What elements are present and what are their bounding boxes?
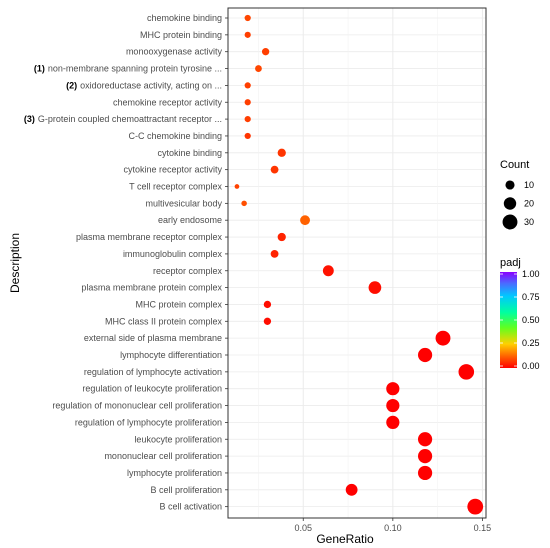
y-tick-label: mononuclear cell proliferation xyxy=(104,451,222,461)
y-axis-title: Description xyxy=(8,233,22,293)
data-point xyxy=(263,300,272,309)
y-tick-label: B cell proliferation xyxy=(150,485,222,495)
data-point xyxy=(270,249,279,258)
data-point xyxy=(244,31,251,38)
y-tick-label: MHC protein binding xyxy=(140,30,222,40)
data-point xyxy=(417,449,433,464)
data-point xyxy=(244,116,251,123)
data-point xyxy=(241,200,247,207)
y-tick-label: oxidoreductase activity, acting on ... xyxy=(80,80,222,90)
data-point xyxy=(300,215,310,226)
data-point xyxy=(322,265,334,277)
x-tick-label: 0.05 xyxy=(294,523,312,533)
data-point xyxy=(277,232,286,242)
y-tick-label: receptor complex xyxy=(153,266,223,276)
data-point xyxy=(435,330,451,346)
color-legend: padj 1.00 0.75 0.50 0.25 0.00 xyxy=(500,257,540,371)
data-point xyxy=(458,364,475,380)
color-legend-label: 0.50 xyxy=(522,315,540,325)
data-point xyxy=(386,415,400,429)
y-tick-label: non-membrane spanning protein tyrosine .… xyxy=(48,64,222,74)
data-point xyxy=(386,382,400,396)
data-point xyxy=(277,148,286,157)
data-point xyxy=(261,48,270,56)
y-tick-label: regulation of lymphocyte activation xyxy=(84,367,222,377)
y-tick-label: lymphocyte proliferation xyxy=(127,468,222,478)
y-tick-label: regulation of mononuclear cell prolifera… xyxy=(52,401,222,411)
data-point xyxy=(417,347,433,363)
y-tick-label: C-C chemokine binding xyxy=(128,131,222,141)
size-legend: Count 10 20 30 xyxy=(500,159,534,230)
y-tick-label: early endosome xyxy=(158,215,222,225)
y-tick-label: MHC protein complex xyxy=(135,299,222,309)
data-point xyxy=(345,483,358,496)
y-label-prefix: (3) xyxy=(24,114,35,124)
y-tick-label: cytokine binding xyxy=(157,148,222,158)
size-legend-dot xyxy=(503,197,517,210)
y-label-prefix: (1) xyxy=(34,64,45,74)
y-tick-label: external side of plasma membrane xyxy=(84,333,222,343)
data-point xyxy=(467,498,484,515)
y-tick-label: monooxygenase activity xyxy=(126,47,223,57)
data-point xyxy=(417,432,433,447)
y-tick-label: plasma membrane receptor complex xyxy=(76,232,223,242)
size-legend-label: 20 xyxy=(524,199,534,209)
y-tick-label: regulation of lymphocyte proliferation xyxy=(75,417,222,427)
color-legend-label: 0.00 xyxy=(522,361,540,371)
y-label-prefix: (2) xyxy=(66,80,77,90)
panel-border xyxy=(227,7,487,519)
data-point xyxy=(255,65,262,72)
x-tick-label: 0.15 xyxy=(474,523,492,533)
x-tick-labels: 0.05 0.10 0.15 xyxy=(294,518,491,533)
y-tick-label: B cell activation xyxy=(159,502,222,512)
size-legend-label: 30 xyxy=(524,217,534,227)
data-point xyxy=(417,465,433,481)
data-points xyxy=(234,14,484,515)
y-tick-label: T cell receptor complex xyxy=(129,182,222,192)
y-tick-label: plasma membrane protein complex xyxy=(81,283,222,293)
size-legend-label: 10 xyxy=(524,180,534,190)
data-point xyxy=(244,99,251,106)
x-axis-title: GeneRatio xyxy=(316,532,374,546)
data-point xyxy=(244,82,251,89)
y-tick-label: lymphocyte differentiation xyxy=(120,350,222,360)
data-point xyxy=(386,398,400,413)
data-point xyxy=(234,184,240,189)
data-point xyxy=(270,165,279,174)
data-point xyxy=(368,281,382,294)
color-legend-label: 1.00 xyxy=(522,269,540,279)
color-legend-label: 0.75 xyxy=(522,292,540,302)
color-legend-title: padj xyxy=(500,257,521,269)
y-tick-label: leukocyte proliferation xyxy=(134,434,222,444)
y-tick-label: cytokine receptor activity xyxy=(123,165,222,175)
color-legend-label: 0.25 xyxy=(522,338,540,348)
data-point xyxy=(244,132,251,140)
size-legend-dot xyxy=(502,214,518,230)
color-legend-bar xyxy=(500,272,517,368)
data-point xyxy=(244,14,251,22)
y-tick-label: chemokine binding xyxy=(147,13,222,23)
data-point xyxy=(263,317,272,325)
y-tick-label: MHC class II protein complex xyxy=(105,316,223,326)
y-tick-labels: chemokine binding MHC protein binding mono… xyxy=(24,13,228,512)
y-tick-label: chemokine receptor activity xyxy=(113,97,223,107)
size-legend-title: Count xyxy=(500,159,529,171)
x-tick-label: 0.10 xyxy=(384,523,402,533)
y-tick-label: immunoglobulin complex xyxy=(123,249,223,259)
size-legend-dot xyxy=(505,180,515,190)
y-tick-label: multivesicular body xyxy=(145,198,222,208)
y-tick-label: regulation of leukocyte proliferation xyxy=(82,384,222,394)
y-tick-label: G-protein coupled chemoattractant recept… xyxy=(38,114,222,124)
